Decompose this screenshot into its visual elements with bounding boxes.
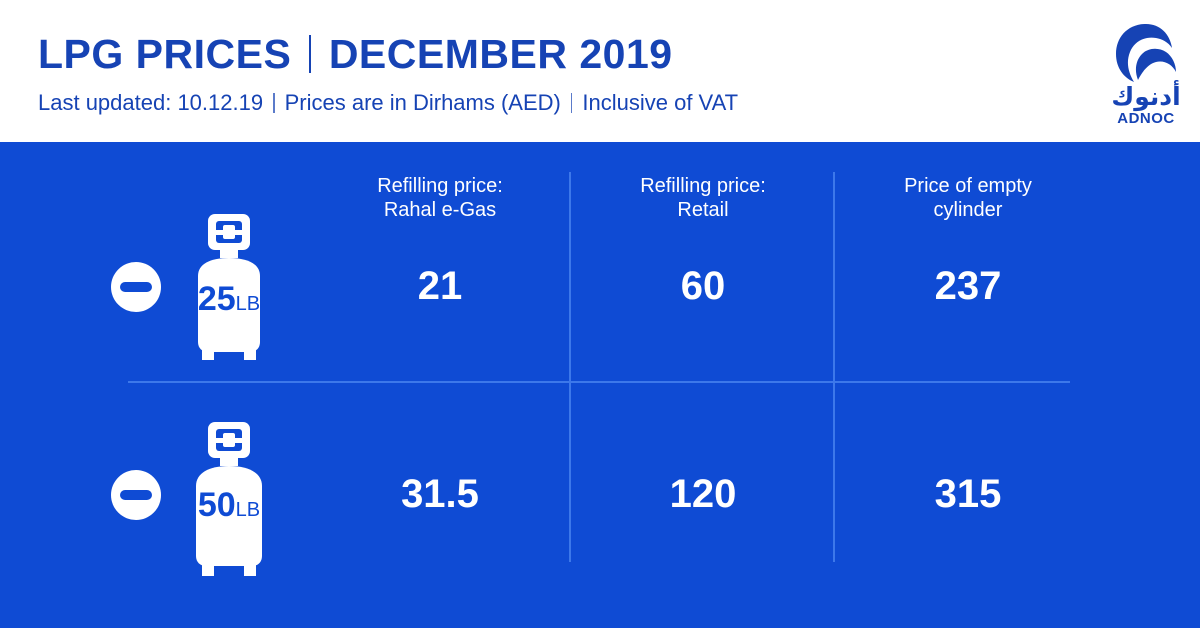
adnoc-logo: أدنوك ADNOC <box>1106 22 1186 134</box>
column-header-rahal-egas: Refilling price: Rahal e-Gas <box>377 175 503 221</box>
price-empty-cylinder: 315 <box>934 472 1002 516</box>
logo-english-text: ADNOC <box>1117 110 1175 127</box>
prices-panel: Refilling price: Rahal e-Gas Refilling p… <box>0 142 1200 628</box>
cylinder-size-label: 50LB <box>197 486 261 524</box>
row-divider <box>128 381 1070 383</box>
price-retail: 60 <box>680 264 726 308</box>
price-rahal-egas: 31.5 <box>401 472 479 516</box>
minus-icon <box>111 262 161 312</box>
gas-cylinder-icon <box>196 422 262 576</box>
subtitle-divider <box>570 93 573 113</box>
subtitle: Last updated: 10.12.19 Prices are in Dir… <box>38 88 738 118</box>
minus-icon <box>111 470 161 520</box>
header: LPG PRICES DECEMBER 2019 Last updated: 1… <box>0 0 1200 142</box>
column-divider <box>569 172 571 562</box>
column-header-empty-cylinder: Price of empty cylinder <box>904 175 1032 221</box>
last-updated: Last updated: 10.12.19 <box>38 90 264 115</box>
column-divider <box>833 172 835 562</box>
page-title: LPG PRICES DECEMBER 2019 <box>38 30 673 78</box>
column-header-retail: Refilling price: Retail <box>640 175 766 221</box>
cylinder-size-label: 25LB <box>197 280 261 318</box>
title-divider <box>309 35 311 73</box>
currency-note: Prices are in Dirhams (AED) <box>284 90 561 115</box>
title-product: LPG PRICES <box>38 30 292 77</box>
gas-cylinder-icon <box>198 214 260 360</box>
title-period: DECEMBER 2019 <box>328 30 673 77</box>
subtitle-divider <box>273 93 275 113</box>
price-empty-cylinder: 237 <box>934 264 1002 308</box>
price-retail: 120 <box>669 472 737 516</box>
vat-note: Inclusive of VAT <box>582 90 739 115</box>
logo-arabic-text: أدنوك <box>1111 82 1181 111</box>
price-rahal-egas: 21 <box>417 264 463 308</box>
falcon-icon <box>1116 24 1176 82</box>
